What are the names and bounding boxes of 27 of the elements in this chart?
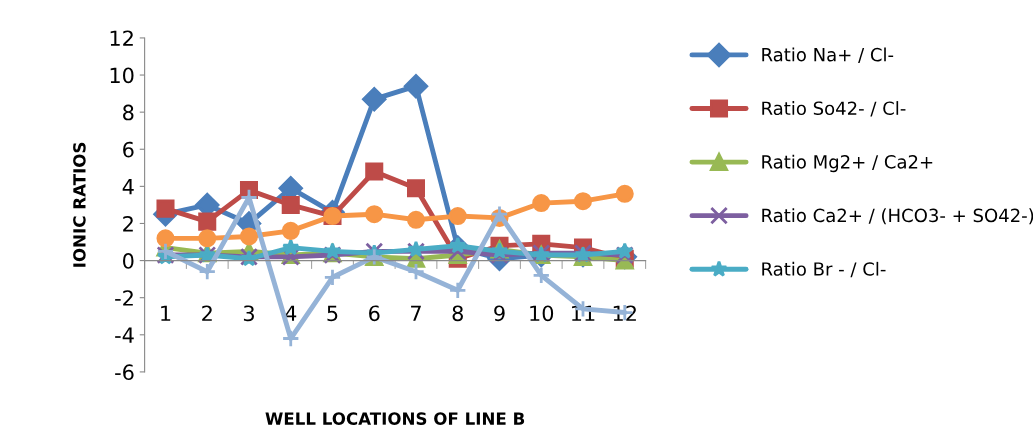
legend-label: Ratio Mg2+ / Ca2+ [762,154,933,173]
y-tick-label: 0 [123,253,134,269]
y-tick-label: -4 [115,327,134,343]
y-tick-label: 12 [110,30,133,46]
x-tick-label: 9 [494,305,505,322]
legend-label: Ratio Na+ / Cl- [762,47,894,63]
x-tick-label: 5 [327,305,338,322]
x-tick-label: 4 [285,305,297,321]
legend-label: Ratio Br - / Cl- [762,261,886,278]
y-tick-label: 8 [123,104,134,121]
legend-label: Ratio So42- / Cl- [762,101,906,117]
y-axis-title: IONIC RATIOS [73,142,86,267]
x-axis-title: WELL LOCATIONS OF LINE B [265,412,525,425]
x-tick-label: 2 [202,305,212,321]
x-tick-label: 1 [161,305,171,321]
legend-label: Ratio Ca2+ / (HCO3- + SO42-) [762,208,1033,225]
y-tick-label: 4 [122,179,134,195]
y-tick-label: 6 [123,141,134,158]
x-tick-label: 3 [243,305,254,322]
x-tick-label: 10 [530,305,554,322]
y-tick-label: 10 [110,67,134,84]
y-tick-label: 2 [123,215,133,232]
y-tick-label: -2 [115,290,133,306]
y-tick-label: -6 [115,364,134,381]
x-tick-label: 6 [369,305,380,322]
x-tick-label: 7 [411,305,421,321]
x-tick-label: 8 [452,305,463,322]
